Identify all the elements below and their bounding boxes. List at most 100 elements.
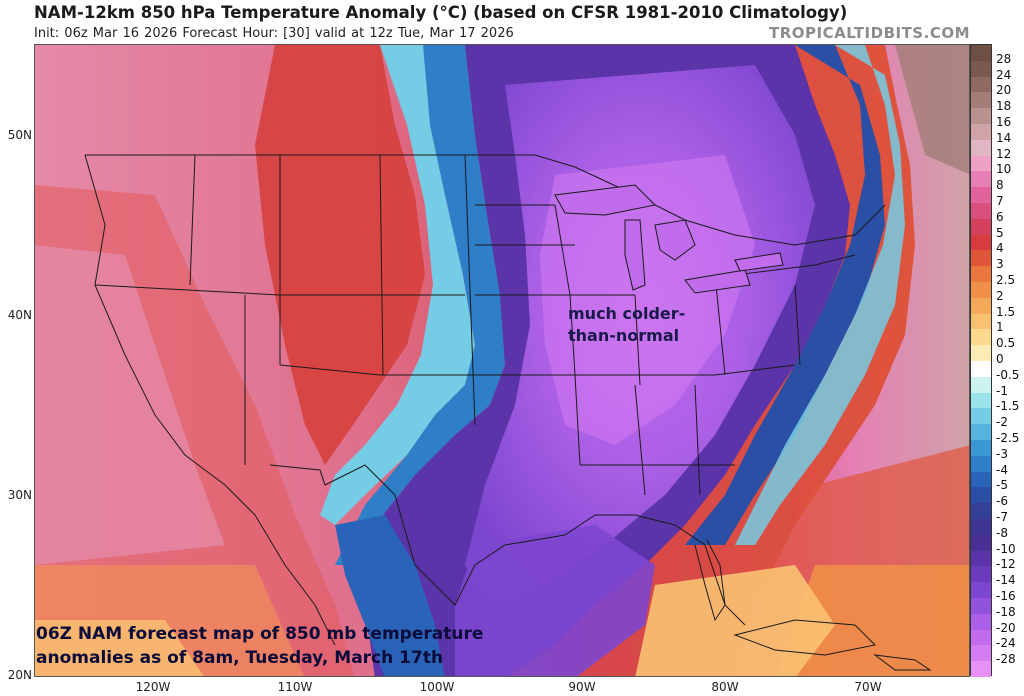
- colorbar-tick-label: -28: [996, 652, 1016, 667]
- colorbar-cell: [971, 613, 991, 631]
- lon-label-70w: 70W: [854, 680, 882, 694]
- region-annotation: much colder- than-normal: [568, 303, 685, 347]
- colorbar-tick-label: -16: [996, 589, 1016, 603]
- colorbar-cell: [971, 629, 991, 646]
- colorbar-tick-label: -12: [996, 557, 1016, 572]
- colorbar-cell: [971, 187, 991, 204]
- colorbar-cell: [971, 76, 991, 93]
- colorbar-cell: [971, 203, 991, 220]
- lat-label-50n: 50N: [7, 128, 32, 142]
- colorbar-tick-label: -8: [996, 525, 1008, 540]
- colorbar-cell: [971, 424, 991, 441]
- colorbar-cell: [971, 661, 991, 678]
- colorbar-tick-label: -24: [996, 636, 1016, 651]
- map-subtitle: Init: 06z Mar 16 2026 Forecast Hour: [30…: [34, 26, 514, 41]
- colorbar-cell: [971, 345, 991, 362]
- region-annotation-line1: much colder-: [568, 304, 686, 323]
- colorbar-tick-label: 28: [996, 51, 1012, 66]
- header: NAM-12km 850 hPa Temperature Anomaly (°C…: [0, 0, 1024, 44]
- colorbar-tick-label: 4: [996, 241, 1004, 256]
- colorbar-tick-label: 5: [996, 225, 1004, 240]
- colorbar-cell: [971, 218, 991, 236]
- colorbar-tick-label: -18: [996, 604, 1016, 619]
- colorbar-cell: [971, 455, 991, 473]
- colorbar-tick-label: 16: [996, 115, 1012, 129]
- colorbar-tick-label: -0.5: [996, 367, 1020, 382]
- map-title: NAM-12km 850 hPa Temperature Anomaly (°C…: [34, 3, 848, 22]
- colorbar-cell: [971, 582, 991, 599]
- colorbar-tick-label: 2: [996, 288, 1004, 303]
- colorbar-tick-label: 6: [996, 209, 1004, 224]
- colorbar-cell: [971, 45, 991, 61]
- colorbar-tick-label: 1.5: [996, 304, 1016, 319]
- lon-label-90w: 90W: [568, 680, 596, 694]
- colorbar-cell: [971, 392, 991, 409]
- colorbar-tick-label: 1: [996, 320, 1004, 335]
- colorbar-cell: [971, 408, 991, 425]
- coastline: [694, 539, 932, 671]
- colorbar-cell: [971, 171, 991, 188]
- colorbar-cell: [971, 282, 991, 299]
- colorbar-tick-label: -20: [996, 620, 1016, 635]
- colorbar-tick-label: 18: [996, 99, 1012, 114]
- colorbar-cell: [971, 124, 991, 141]
- colorbar-cell: [971, 471, 991, 488]
- region-annotation-line2: than-normal: [568, 326, 680, 345]
- colorbar-tick-label: -1.5: [996, 399, 1020, 414]
- colorbar-cell: [971, 361, 991, 378]
- colorbar-tick-label: 0: [996, 352, 1004, 366]
- colorbar-cell: [971, 108, 991, 125]
- lat-label-30n: 30N: [7, 488, 32, 502]
- colorbar: [970, 44, 992, 678]
- colorbar-tick-label: -2.5: [996, 431, 1020, 445]
- colorbar-tick-label: 7: [996, 194, 1004, 208]
- caption-line1: 06Z NAM forecast map of 850 mb temperatu…: [36, 624, 484, 644]
- anomaly-map: [34, 44, 970, 677]
- anomaly-map-canvas: [35, 45, 969, 676]
- colorbar-tick-label: -3: [996, 446, 1008, 461]
- colorbar-cell: [971, 550, 991, 567]
- colorbar-cell: [971, 313, 991, 330]
- colorbar-tick-label: 10: [996, 162, 1012, 177]
- colorbar-cell: [971, 234, 991, 251]
- colorbar-tick-label: 24: [996, 67, 1012, 82]
- colorbar-cell: [971, 266, 991, 283]
- colorbar-tick-label: -5: [996, 478, 1008, 493]
- colorbar-tick-label: -7: [996, 510, 1008, 524]
- colorbar-tick-label: -10: [996, 541, 1016, 556]
- map-caption: 06Z NAM forecast map of 850 mb temperatu…: [36, 622, 483, 670]
- colorbar-cell: [971, 60, 991, 78]
- colorbar-cell: [971, 503, 991, 520]
- colorbar-cell: [971, 598, 991, 615]
- lon-label-110w: 110W: [277, 680, 313, 694]
- colorbar-cell: [971, 645, 991, 662]
- lon-label-120w: 120W: [135, 680, 171, 694]
- colorbar-tick-label: 0.5: [996, 336, 1016, 351]
- colorbar-cell: [971, 155, 991, 172]
- lat-label-20n: 20N: [7, 668, 32, 682]
- colorbar-cell: [971, 487, 991, 504]
- colorbar-tick-label: -4: [996, 462, 1008, 477]
- colorbar-tick-label: 2.5: [996, 273, 1016, 287]
- great-lakes: [554, 184, 784, 294]
- colorbar-cell: [971, 440, 991, 457]
- colorbar-cell: [971, 566, 991, 583]
- lon-label-100w: 100W: [419, 680, 455, 694]
- colorbar-cell: [971, 376, 991, 394]
- site-watermark[interactable]: TROPICALTIDBITS.COM: [769, 24, 970, 42]
- colorbar-tick-label: 20: [996, 83, 1012, 98]
- colorbar-tick-label: -1: [996, 383, 1008, 398]
- colorbar-tick-label: 8: [996, 178, 1004, 193]
- colorbar-cell: [971, 534, 991, 552]
- colorbar-cell: [971, 139, 991, 157]
- colorbar-tick-label: -6: [996, 494, 1008, 509]
- colorbar-tick-label: 3: [996, 257, 1004, 272]
- lat-label-40n: 40N: [7, 308, 32, 322]
- colorbar-cell: [971, 519, 991, 536]
- colorbar-cell: [971, 297, 991, 315]
- colorbar-tick-label: 14: [996, 130, 1012, 145]
- colorbar-tick-label: -14: [996, 573, 1016, 588]
- colorbar-cell: [971, 329, 991, 346]
- caption-line2: anomalies as of 8am, Tuesday, March 17th: [36, 648, 444, 668]
- colorbar-cell: [971, 250, 991, 267]
